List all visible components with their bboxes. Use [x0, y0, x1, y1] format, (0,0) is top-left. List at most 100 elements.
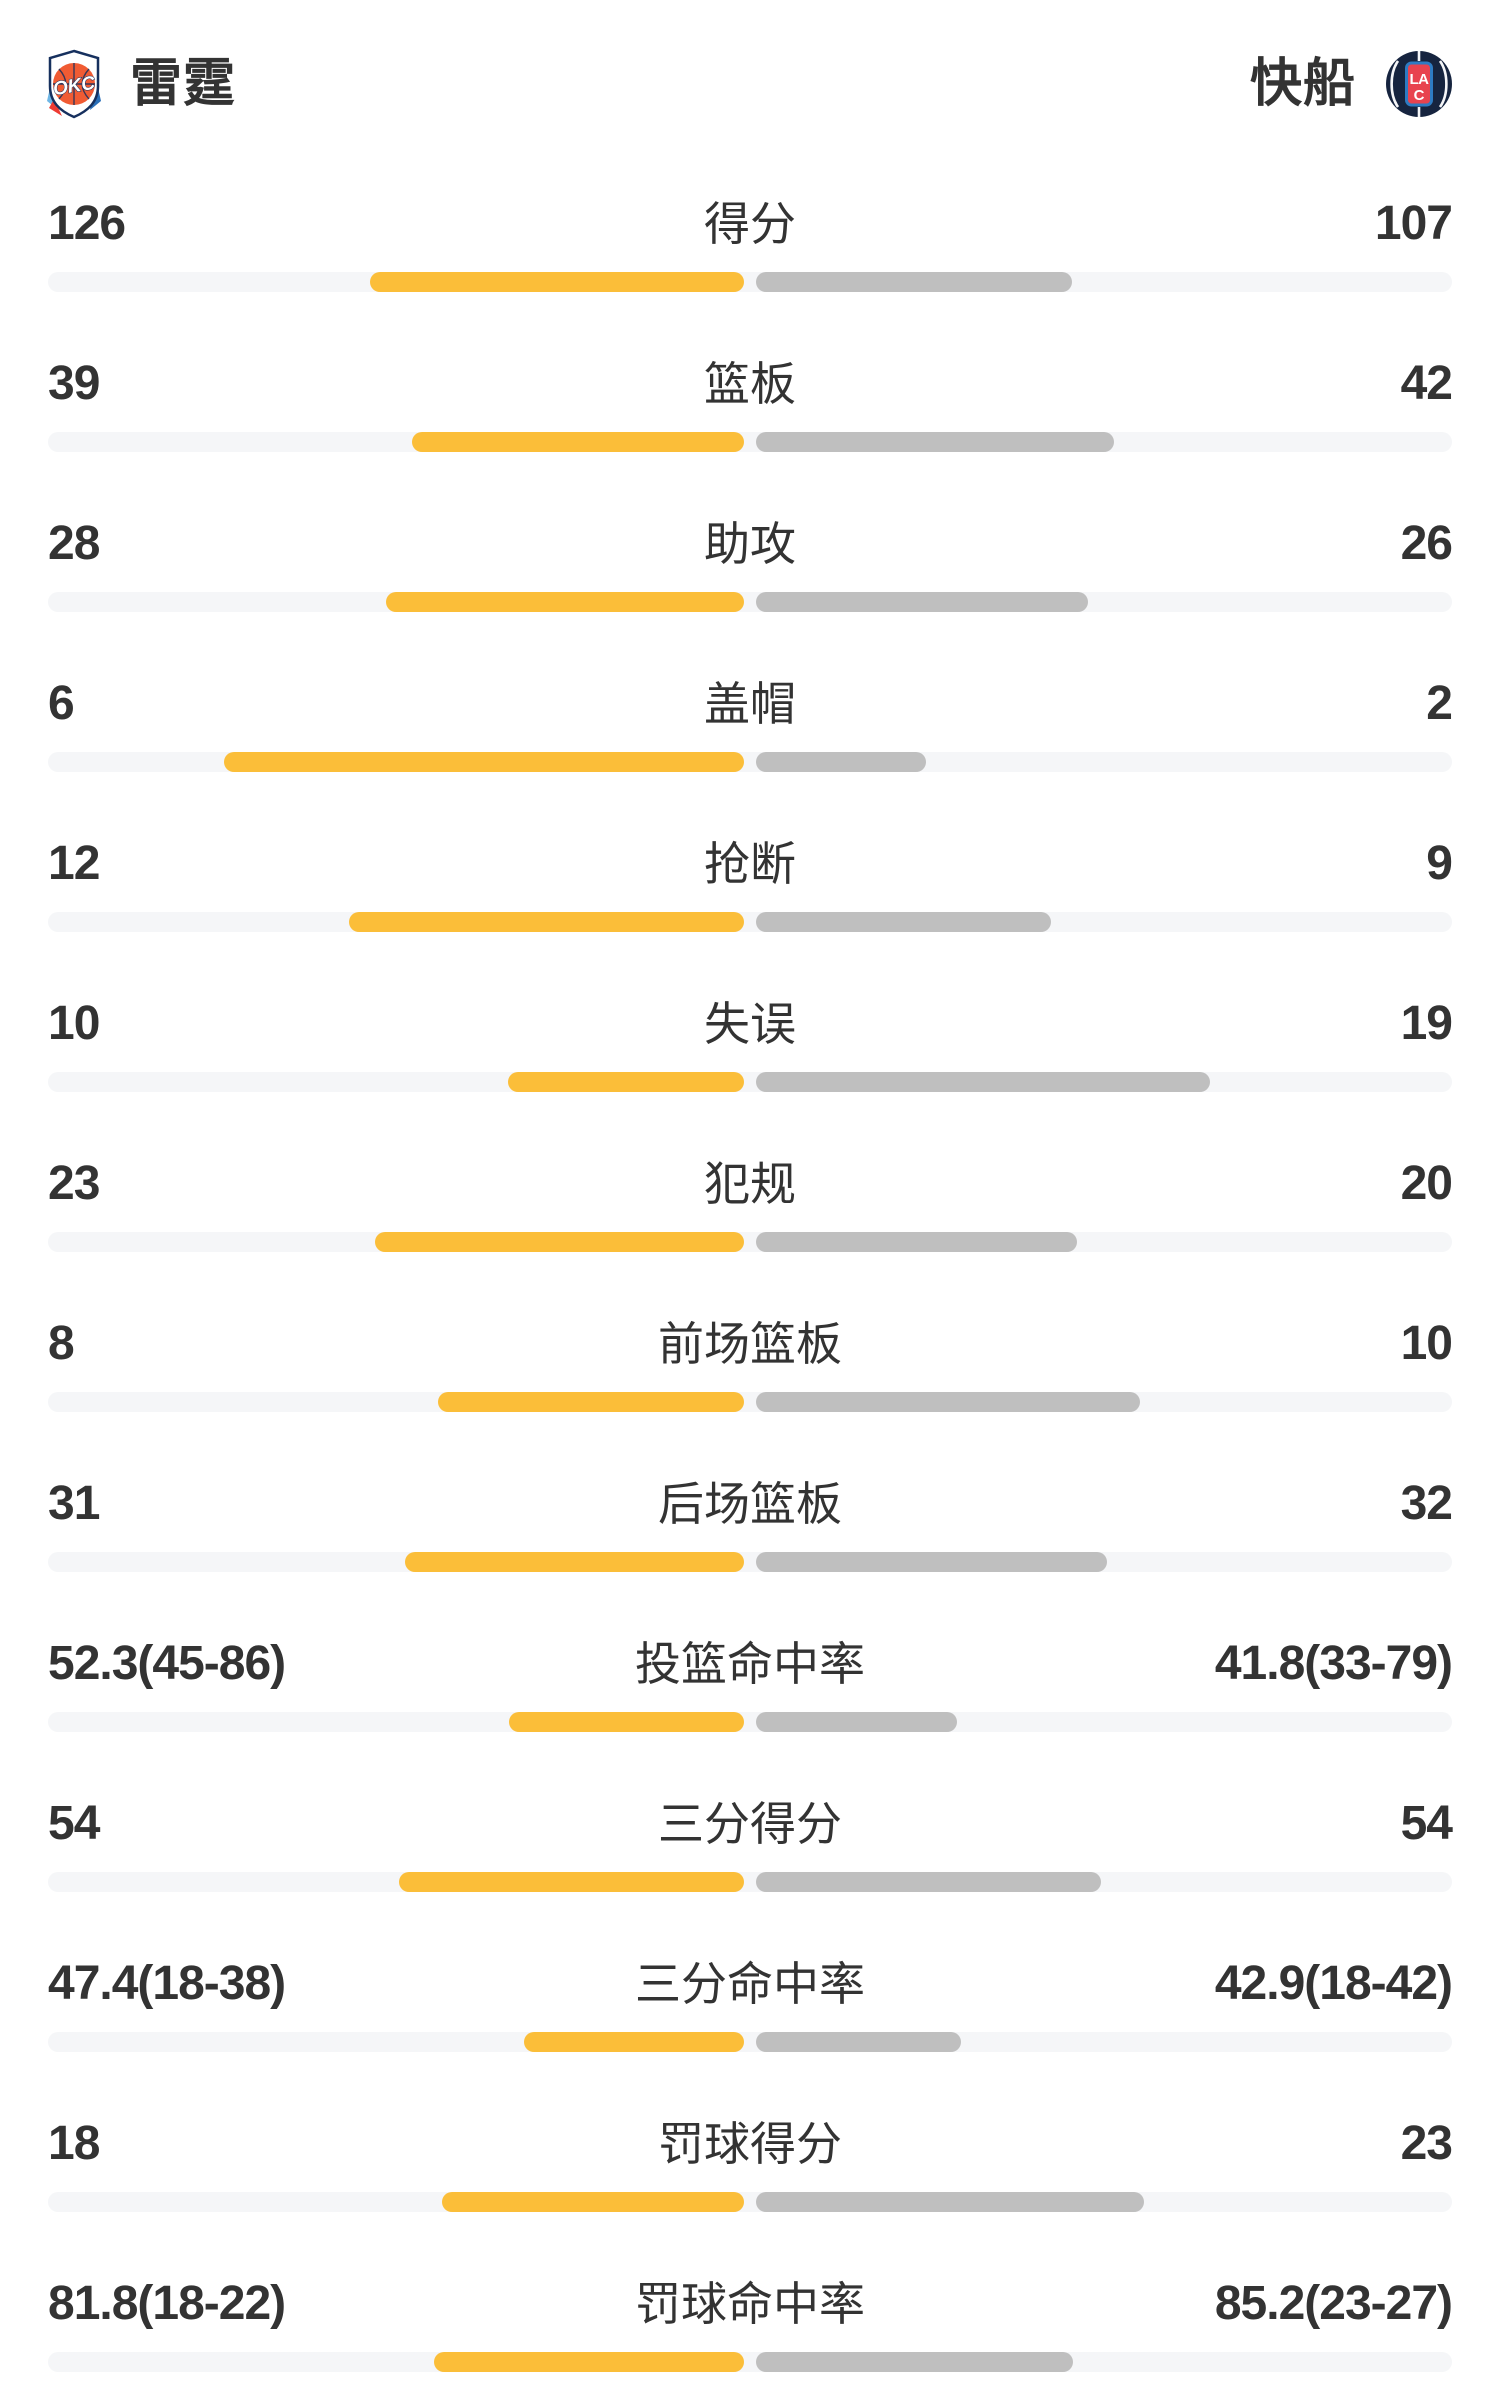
- stat-label: 失误: [704, 998, 796, 1050]
- right-team-header[interactable]: 快船 LA C: [1250, 49, 1454, 119]
- stat-row-9: 52.3(45-86) 投篮命中率 41.8(33-79): [0, 1585, 1500, 1745]
- stat-row-10: 54 三分得分 54: [0, 1745, 1500, 1905]
- header: OKC 雷霆 快船 LA C: [0, 0, 1500, 128]
- right-team-bar: [756, 752, 926, 772]
- left-team-bar: [374, 1232, 744, 1252]
- stat-label: 罚球命中率: [635, 2278, 865, 2330]
- right-team-bar: [756, 272, 1073, 292]
- right-team-bar: [756, 2192, 1144, 2212]
- right-value: 9: [1426, 837, 1453, 890]
- bar-track: [48, 2032, 1452, 2052]
- stat-label: 后场篮板: [658, 1478, 842, 1530]
- stat-label: 三分得分: [658, 1798, 842, 1850]
- bar-track: [48, 1872, 1452, 1892]
- bar-track: [48, 432, 1452, 452]
- stat-row-11: 47.4(18-38) 三分命中率 42.9(18-42): [0, 1905, 1500, 2065]
- right-team-name: 快船: [1249, 55, 1356, 113]
- bar-track: [48, 1072, 1452, 1092]
- left-value: 8: [48, 1317, 75, 1370]
- bar-track: [48, 2352, 1452, 2372]
- left-team-bar: [223, 752, 744, 772]
- right-team-bar: [756, 1552, 1107, 1572]
- left-team-bar: [348, 912, 744, 932]
- right-value: 85.2(23-27): [1214, 2277, 1453, 2330]
- right-team-bar: [756, 1232, 1077, 1252]
- left-value: 126: [48, 197, 126, 250]
- left-team-bar: [404, 1552, 744, 1572]
- left-team-bar: [508, 1712, 744, 1732]
- stat-row-1: 39 篮板 42: [0, 305, 1500, 465]
- right-value: 26: [1400, 517, 1453, 570]
- right-team-bar: [756, 1712, 957, 1732]
- left-value: 12: [48, 837, 100, 890]
- right-team-bar: [756, 592, 1088, 612]
- stat-label: 盖帽: [704, 678, 796, 730]
- left-value: 47.4(18-38): [48, 1957, 286, 2010]
- right-value: 42: [1400, 357, 1453, 410]
- bar-track: [48, 912, 1452, 932]
- bar-track: [48, 1712, 1452, 1732]
- left-team-bar: [438, 1392, 744, 1412]
- left-value: 18: [48, 2117, 100, 2170]
- right-team-bar: [756, 1072, 1210, 1092]
- stat-row-12: 18 罚球得分 23: [0, 2065, 1500, 2225]
- bar-track: [48, 1552, 1452, 1572]
- stat-row-8: 31 后场篮板 32: [0, 1425, 1500, 1585]
- left-team-bar: [441, 2192, 744, 2212]
- right-value: 20: [1400, 1157, 1453, 1210]
- stat-row-6: 23 犯规 20: [0, 1105, 1500, 1265]
- right-value: 23: [1400, 2117, 1453, 2170]
- bar-track: [48, 752, 1452, 772]
- clippers-logo-icon: LA C: [1386, 51, 1452, 117]
- stat-label: 得分: [704, 198, 796, 250]
- stat-label: 抢断: [704, 838, 796, 890]
- bar-track: [48, 2192, 1452, 2212]
- left-value: 31: [48, 1477, 100, 1530]
- right-team-bar: [756, 2352, 1073, 2372]
- right-value: 19: [1400, 997, 1453, 1050]
- left-team-header[interactable]: OKC 雷霆: [46, 49, 236, 119]
- stat-label: 三分命中率: [635, 1958, 865, 2010]
- stat-row-0: 126 得分 107: [0, 145, 1500, 305]
- left-team-bar: [412, 432, 744, 452]
- stat-label: 犯规: [704, 1158, 796, 1210]
- left-team-bar: [399, 1872, 744, 1892]
- right-value: 41.8(33-79): [1214, 1637, 1453, 1690]
- right-team-bar: [756, 1392, 1140, 1412]
- left-value: 81.8(18-22): [48, 2277, 286, 2330]
- left-value: 28: [48, 517, 100, 570]
- right-value: 54: [1400, 1797, 1453, 1850]
- stat-label: 投篮命中率: [635, 1638, 865, 1690]
- bar-track: [48, 1232, 1452, 1252]
- left-value: 6: [48, 677, 75, 730]
- right-value: 2: [1426, 677, 1453, 730]
- stat-row-3: 6 盖帽 2: [0, 625, 1500, 785]
- bar-track: [48, 1392, 1452, 1412]
- svg-text:LA: LA: [1410, 71, 1430, 88]
- left-team-bar: [507, 1072, 744, 1092]
- right-value: 32: [1400, 1477, 1453, 1530]
- stat-row-2: 28 助攻 26: [0, 465, 1500, 625]
- left-team-bar: [434, 2352, 744, 2372]
- bar-track: [48, 592, 1452, 612]
- right-team-bar: [756, 912, 1051, 932]
- left-team-bar: [370, 272, 744, 292]
- left-value: 39: [48, 357, 100, 410]
- stat-row-4: 12 抢断 9: [0, 785, 1500, 945]
- stat-label: 罚球得分: [658, 2118, 842, 2170]
- stat-label: 前场篮板: [658, 1318, 842, 1370]
- okc-thunder-logo-icon: OKC: [47, 49, 101, 119]
- left-value: 52.3(45-86): [48, 1637, 286, 1690]
- left-team-bar: [524, 2032, 744, 2052]
- right-team-bar: [756, 1872, 1101, 1892]
- left-value: 54: [48, 1797, 100, 1850]
- left-team-name: 雷霆: [130, 55, 237, 113]
- stat-label: 助攻: [704, 518, 796, 570]
- right-team-bar: [756, 432, 1114, 452]
- stat-row-13: 81.8(18-22) 罚球命中率 85.2(23-27): [0, 2225, 1500, 2385]
- bar-track: [48, 272, 1452, 292]
- left-team-bar: [386, 592, 744, 612]
- stat-row-5: 10 失误 19: [0, 945, 1500, 1105]
- left-value: 23: [48, 1157, 100, 1210]
- stat-row-7: 8 前场篮板 10: [0, 1265, 1500, 1425]
